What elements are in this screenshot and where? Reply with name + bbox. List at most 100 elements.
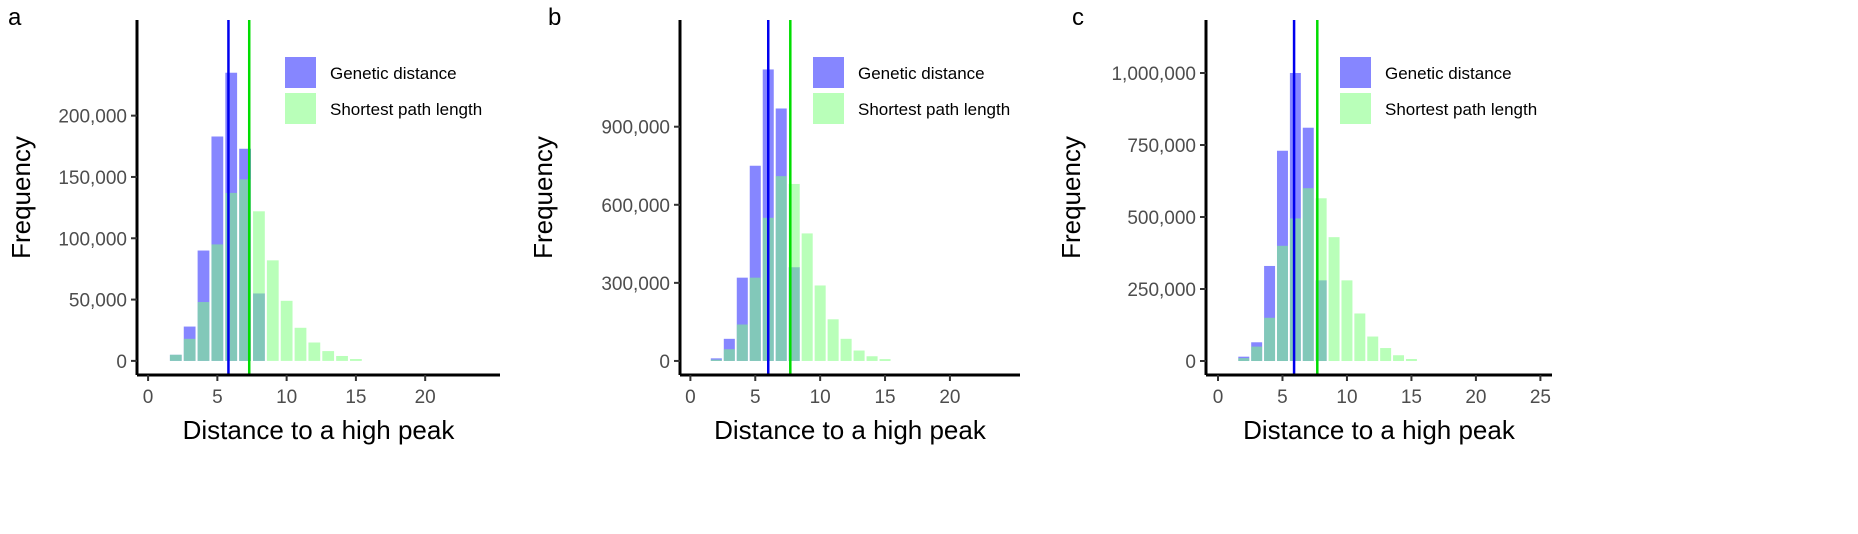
legend-key-shortest <box>813 93 844 124</box>
bar-shortest <box>1251 346 1263 362</box>
y-axis-title: Frequency <box>528 136 558 259</box>
y-axis-title: Frequency <box>6 136 36 259</box>
y-tick-label: 150,000 <box>58 168 127 189</box>
legend-label: Genetic distance <box>1385 64 1512 83</box>
bar-shortest <box>775 176 787 361</box>
bar-shortest <box>1276 245 1288 362</box>
legend-key-genetic <box>285 57 316 88</box>
bar-shortest <box>879 359 891 361</box>
bar-shortest <box>183 338 196 361</box>
x-tick-label: 10 <box>1336 387 1357 408</box>
y-tick-label: 50,000 <box>69 291 127 312</box>
bar-genetic <box>1289 72 1301 362</box>
bar-shortest <box>294 327 307 361</box>
y-tick-label: 900,000 <box>601 118 670 139</box>
bar-shortest <box>225 192 238 361</box>
legend-label: Shortest path length <box>1385 100 1537 119</box>
x-tick-label: 0 <box>1213 387 1224 408</box>
x-tick-label: 10 <box>276 387 297 408</box>
y-axis-title: Frequency <box>1056 136 1086 259</box>
x-axis-title: Distance to a high peak <box>1243 415 1516 445</box>
bar-shortest <box>308 342 321 361</box>
y-tick-label: 0 <box>116 352 127 373</box>
x-tick-label: 20 <box>939 387 960 408</box>
bar-shortest <box>1354 313 1366 362</box>
bar-shortest <box>253 211 265 361</box>
bar-shortest <box>1393 355 1405 362</box>
x-tick-label: 0 <box>685 387 696 408</box>
bar-shortest <box>1341 280 1353 362</box>
x-tick-label: 15 <box>1401 387 1422 408</box>
y-tick-label: 0 <box>1185 352 1196 373</box>
bar-shortest <box>853 350 865 361</box>
bar-shortest <box>814 285 826 361</box>
y-tick-label: 300,000 <box>601 274 670 295</box>
panel-label: c <box>1072 4 1084 31</box>
y-tick-label: 0 <box>659 352 670 373</box>
bar-shortest <box>840 338 852 361</box>
bar-shortest <box>197 302 210 361</box>
bar-genetic <box>749 165 761 361</box>
bar-shortest <box>1380 348 1392 362</box>
x-tick-label: 25 <box>1530 387 1551 408</box>
bar-shortest <box>1238 358 1250 362</box>
legend-key-shortest <box>285 93 316 124</box>
bar-shortest <box>1289 218 1301 362</box>
bar-shortest <box>1264 317 1276 362</box>
bar-shortest <box>266 260 279 361</box>
legend-key-genetic <box>813 57 844 88</box>
bar-genetic <box>1264 265 1276 362</box>
legend-key-shortest <box>1340 93 1371 124</box>
panel-a: 0 5 10 15 20 0 50,000 100,000 150,000 200,000 Dist… <box>6 4 500 445</box>
bar-shortest <box>1405 358 1417 362</box>
bar-genetic <box>710 358 722 361</box>
x-tick-label: 0 <box>143 387 154 408</box>
bar-shortest <box>1367 336 1379 362</box>
bar-shortest <box>280 300 293 361</box>
bar-genetic <box>736 277 748 361</box>
bar-shortest <box>1315 198 1327 362</box>
panel-label: b <box>548 4 561 31</box>
bar-shortest <box>1302 188 1314 362</box>
bar-shortest <box>211 244 224 361</box>
bar-shortest <box>723 349 735 361</box>
x-tick-label: 15 <box>345 387 366 408</box>
x-tick-label: 10 <box>810 387 831 408</box>
legend-label: Genetic distance <box>330 64 457 83</box>
x-tick-label: 5 <box>1277 387 1288 408</box>
y-tick-label: 500,000 <box>1127 208 1196 229</box>
panel-b: 0 5 10 15 20 0 300,000 600,000 900,000 Distance t… <box>528 4 1020 445</box>
x-tick-label: 20 <box>1465 387 1486 408</box>
bar-shortest <box>322 351 335 361</box>
bar-shortest <box>350 359 362 361</box>
x-tick-label: 20 <box>415 387 436 408</box>
bar-shortest <box>801 233 813 361</box>
legend-label: Genetic distance <box>858 64 985 83</box>
y-tick-label: 250,000 <box>1127 280 1196 301</box>
y-tick-label: 1,000,000 <box>1111 64 1196 85</box>
bar-shortest <box>736 324 748 361</box>
panel-c: 0 5 10 15 20 25 0 250,000 500,000 750,000 1,000,00… <box>1056 4 1552 445</box>
y-tick-label: 100,000 <box>58 229 127 250</box>
x-axis-title: Distance to a high peak <box>714 415 987 445</box>
bar-shortest <box>749 277 761 361</box>
bar-shortest <box>827 319 839 361</box>
y-tick-label: 200,000 <box>58 107 127 128</box>
y-tick-label: 750,000 <box>1127 136 1196 157</box>
bar-shortest <box>788 183 800 361</box>
bar-shortest <box>1328 237 1340 362</box>
legend-key-genetic <box>1340 57 1371 88</box>
x-axis-title: Distance to a high peak <box>183 415 456 445</box>
bar-shortest <box>169 354 182 361</box>
legend-label: Shortest path length <box>858 100 1010 119</box>
x-tick-label: 15 <box>874 387 895 408</box>
legend-label: Shortest path length <box>330 100 482 119</box>
y-tick-label: 600,000 <box>601 196 670 217</box>
x-tick-label: 5 <box>750 387 761 408</box>
x-tick-label: 5 <box>212 387 223 408</box>
bar-shortest <box>336 355 348 361</box>
bar-shortest <box>239 179 251 361</box>
panel-label: a <box>8 4 22 31</box>
bar-shortest <box>710 359 722 361</box>
